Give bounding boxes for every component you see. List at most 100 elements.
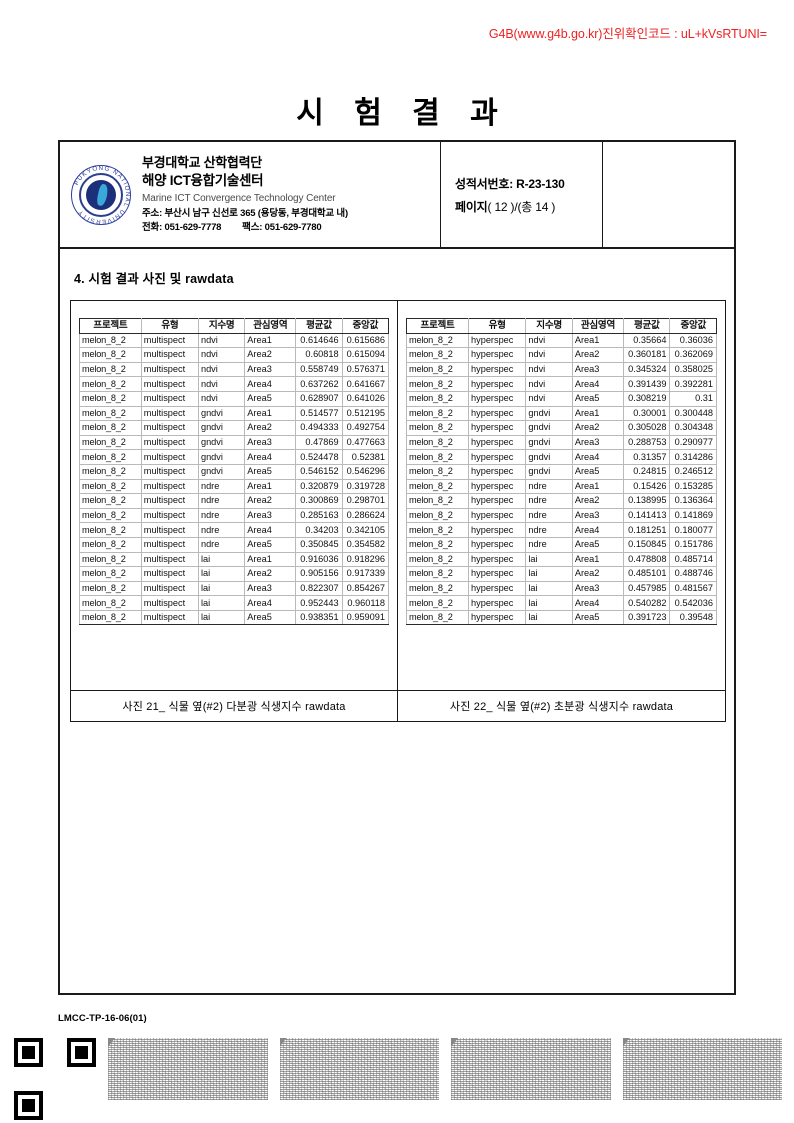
cell-index: gndvi (197, 434, 246, 451)
cell-index: ndvi (197, 390, 246, 407)
cell-project: melon_8_2 (406, 361, 469, 378)
cell-median: 0.488746 (669, 566, 717, 582)
cell-project: melon_8_2 (79, 376, 142, 392)
cell-index: ndvi (197, 347, 246, 363)
cell-type: hyperspec (467, 609, 527, 626)
table-row: melon_8_2 multispect ndvi Area4 0.637262 0.64… (79, 376, 390, 392)
cell-index: gndvi (525, 434, 573, 451)
cell-mean: 0.558749 (295, 361, 343, 378)
cell-roi: Area4 (571, 376, 624, 392)
caption-photo-22: 사진 22_ 식물 옆(#2) 초분광 식생지수 rawdata (449, 701, 674, 713)
cell-type: multispect (140, 580, 199, 597)
cell-type: multispect (140, 493, 199, 509)
cell-roi: Area2 (244, 493, 297, 509)
cell-type: hyperspec (467, 376, 527, 392)
cell-roi: Area1 (571, 332, 624, 349)
cell-roi: Area5 (571, 390, 624, 407)
cell-index: ndre (525, 478, 573, 495)
multispect-table-container: 프로젝트 유형 지수명 관심영역 평균값 중앙값 melon_8_2 multis… (71, 301, 398, 690)
cell-mean: 0.360181 (622, 347, 671, 363)
cell-mean: 0.524478 (295, 449, 343, 465)
cell-index: ndvi (197, 376, 246, 392)
cell-mean: 0.822307 (295, 580, 343, 597)
cell-index: lai (197, 566, 246, 582)
table-row: melon_8_2 hyperspec ndvi Area3 0.345324 0.358… (406, 361, 717, 378)
hyperspec-table-body: melon_8_2 hyperspec ndvi Area1 0.35664 0.3603… (406, 332, 717, 626)
cell-project: melon_8_2 (406, 347, 469, 363)
cell-index: gndvi (197, 463, 246, 480)
cell-roi: Area5 (571, 536, 624, 553)
cell-median: 0.354582 (341, 536, 390, 553)
cell-project: melon_8_2 (406, 376, 469, 392)
column-header-roi: 관심영역 (244, 318, 297, 334)
cell-project: melon_8_2 (406, 390, 469, 407)
cell-type: multispect (140, 390, 199, 407)
cell-median: 0.485714 (669, 551, 717, 568)
table-row: melon_8_2 hyperspec ndre Area3 0.141413 0.141… (406, 507, 717, 524)
table-row: melon_8_2 hyperspec lai Area2 0.485101 0.4887… (406, 566, 717, 582)
column-header-median: 중앙값 (669, 318, 717, 334)
cell-project: melon_8_2 (406, 536, 469, 553)
cell-roi: Area2 (571, 420, 624, 436)
cell-roi: Area4 (244, 595, 297, 611)
cell-mean: 0.938351 (295, 609, 343, 626)
table-row: melon_8_2 hyperspec gndvi Area4 0.31357 0.314… (406, 449, 717, 465)
cell-type: multispect (140, 376, 199, 392)
column-header-roi: 관심영역 (571, 318, 624, 334)
cell-project: melon_8_2 (79, 609, 142, 626)
cell-type: multispect (140, 463, 199, 480)
cell-roi: Area3 (244, 361, 297, 378)
cell-index: ndre (525, 522, 573, 538)
org-name-line1: 부경대학교 산학협력단 (142, 154, 262, 170)
column-header-median: 중앙값 (341, 318, 390, 334)
cell-roi: Area4 (244, 376, 297, 392)
cell-project: melon_8_2 (406, 478, 469, 495)
table-row: melon_8_2 multispect ndre Area1 0.320879 0.31… (79, 478, 390, 495)
table-row: melon_8_2 multispect ndre Area2 0.300869 0.29… (79, 493, 390, 509)
cell-roi: Area4 (244, 522, 297, 538)
table-row: melon_8_2 multispect ndvi Area3 0.558749 0.57… (79, 361, 390, 378)
watermark-block (622, 1038, 782, 1100)
cell-median: 0.290977 (669, 434, 717, 451)
cell-project: melon_8_2 (79, 361, 142, 378)
table-row: melon_8_2 multispect ndre Area3 0.285163 0.28… (79, 507, 390, 524)
cell-mean: 0.916036 (295, 551, 343, 568)
cell-mean: 0.150845 (622, 536, 671, 553)
report-meta: 성적서번호: R-23-130 페이지( 12 )/(총 14 ) (441, 142, 603, 247)
cell-median: 0.392281 (669, 376, 717, 392)
cell-index: lai (525, 609, 573, 626)
cell-type: multispect (140, 434, 199, 451)
cell-roi: Area3 (571, 507, 624, 524)
cell-mean: 0.308219 (622, 390, 671, 407)
cell-type: hyperspec (467, 420, 527, 436)
column-header-index: 지수명 (197, 318, 246, 334)
column-header-type: 유형 (467, 318, 527, 334)
cell-roi: Area4 (571, 522, 624, 538)
cell-mean: 0.391723 (622, 609, 671, 626)
fax-label: 팩스: (242, 222, 263, 234)
verification-code: G4B(www.g4b.go.kr)진위확인코드 : uL+kVsRTUNI= (488, 27, 767, 41)
cell-roi: Area2 (571, 566, 624, 582)
cell-index: ndvi (525, 347, 573, 363)
cell-type: hyperspec (467, 361, 527, 378)
cell-index: ndvi (525, 376, 573, 392)
cell-index: gndvi (525, 420, 573, 436)
cell-mean: 0.614646 (295, 332, 343, 349)
cell-median: 0.36036 (669, 332, 717, 349)
cell-median: 0.615686 (341, 332, 390, 349)
column-header-index: 지수명 (525, 318, 573, 334)
cell-mean: 0.514577 (295, 405, 343, 422)
cell-project: melon_8_2 (406, 493, 469, 509)
page-label: 페이지 (455, 199, 488, 214)
cell-median: 0.481567 (669, 580, 717, 597)
report-number: 성적서번호: R-23-130 (455, 175, 602, 192)
cell-roi: Area5 (244, 609, 297, 626)
cell-type: multispect (140, 522, 199, 538)
cell-type: hyperspec (467, 449, 527, 465)
cell-mean: 0.141413 (622, 507, 671, 524)
watermark-block (451, 1038, 611, 1100)
cell-project: melon_8_2 (79, 507, 142, 524)
cell-project: melon_8_2 (406, 463, 469, 480)
table-row: melon_8_2 multispect lai Area2 0.905156 0.917… (79, 566, 390, 582)
cell-median: 0.959091 (341, 609, 390, 626)
